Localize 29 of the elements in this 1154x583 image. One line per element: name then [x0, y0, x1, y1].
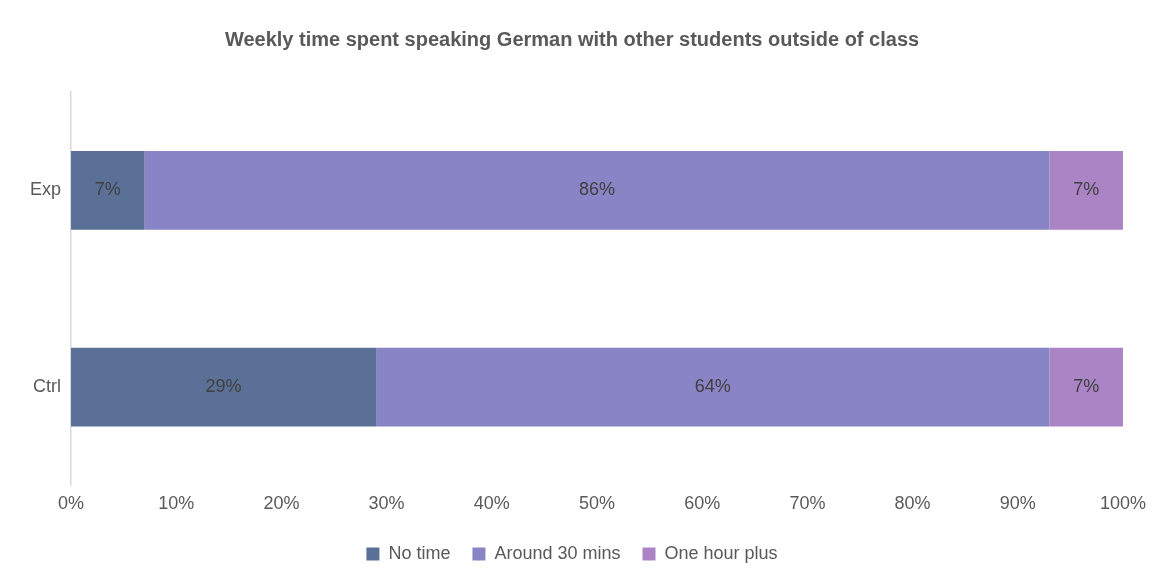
bar: [144, 151, 1050, 230]
data-label: 29%: [205, 376, 242, 397]
data-label: 64%: [694, 376, 731, 397]
bar: [1049, 151, 1123, 230]
x-tick-label: 30%: [368, 493, 405, 514]
bar: [1049, 347, 1123, 427]
x-tick-label: 60%: [684, 493, 721, 514]
x-tick-label: 100%: [1099, 493, 1146, 514]
x-tick-label: 70%: [789, 493, 826, 514]
x-tick-label: 50%: [578, 493, 616, 514]
x-tick-label: 0%: [58, 493, 85, 514]
x-tick-label: 80%: [894, 493, 931, 514]
data-label: 86%: [578, 179, 616, 200]
y-tick-label: Exp: [29, 179, 62, 200]
legend-label: One hour plus: [664, 542, 778, 563]
bar: [71, 151, 145, 230]
legend-label: Around 30 mins: [494, 542, 621, 563]
bar: [71, 347, 377, 427]
data-label: 7%: [94, 179, 121, 200]
legend-label: No time: [388, 542, 451, 563]
data-label: 7%: [1073, 376, 1100, 397]
data-label: 7%: [1073, 179, 1100, 200]
x-tick-label: 20%: [263, 493, 300, 514]
chart-title: Weekly time spent speaking German with other students outside of class: [224, 27, 920, 50]
x-tick-label: 10%: [158, 493, 195, 514]
y-tick-label: Ctrl: [33, 376, 62, 397]
x-tick-label: 40%: [473, 493, 510, 514]
bar: [376, 347, 1050, 427]
x-tick-label: 90%: [999, 493, 1036, 514]
